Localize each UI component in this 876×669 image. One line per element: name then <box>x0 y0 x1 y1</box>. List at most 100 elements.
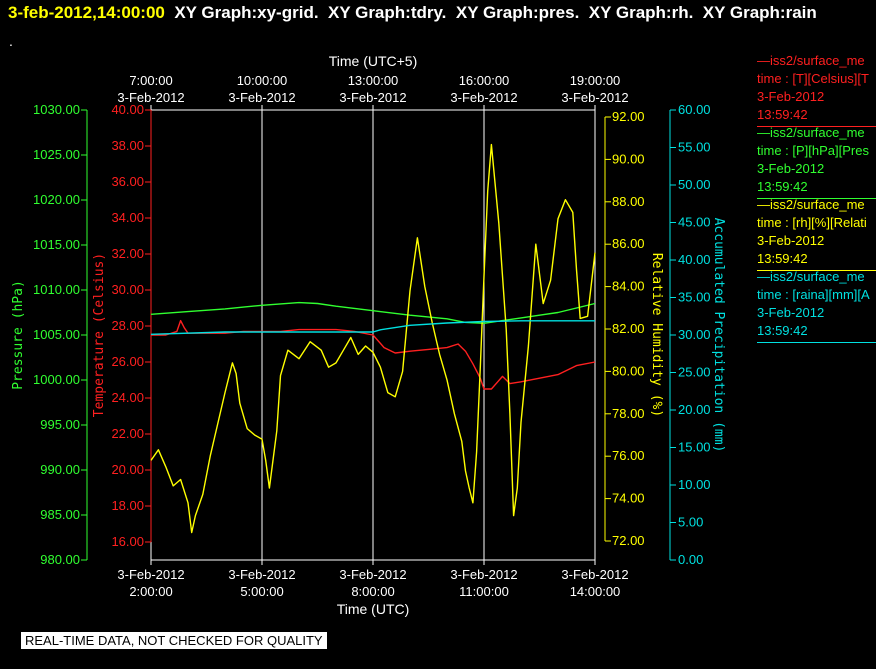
legend-line: 13:59:42 <box>757 179 808 194</box>
series-line-humidity <box>150 143 596 534</box>
temperature-tick-label: 26.00 <box>111 354 144 369</box>
temperature-tick-label: 40.00 <box>111 102 144 117</box>
x-top-tick-date: 3-Feb-2012 <box>561 90 628 105</box>
pressure-axis-title: Pressure (hPa) <box>11 280 26 390</box>
temperature-tick-label: 18.00 <box>111 498 144 513</box>
precipitation-tick-label: 35.00 <box>678 290 711 305</box>
precipitation-tick-label: 30.00 <box>678 327 711 342</box>
precipitation-tick-label: 10.00 <box>678 477 711 492</box>
pressure-tick-label: 980.00 <box>40 552 80 567</box>
title-graph-tdry[interactable]: XY Graph:tdry. <box>328 3 447 22</box>
humidity-tick-label: 78.00 <box>612 406 645 421</box>
humidity-tick-label: 80.00 <box>612 363 645 378</box>
precipitation-tick-label: 60.00 <box>678 102 711 117</box>
quality-notice: REAL-TIME DATA, NOT CHECKED FOR QUALITY <box>21 632 327 649</box>
temperature-axis-title: Temperature (Celsius) <box>92 253 107 417</box>
x-bottom-tick-date: 3-Feb-2012 <box>450 567 517 582</box>
x-top-axis-title: Time (UTC+5) <box>329 53 418 69</box>
precipitation-tick-label: 0.00 <box>678 552 703 567</box>
legend-separator <box>757 126 876 127</box>
legend-line: —iss2/surface_me <box>757 125 865 140</box>
humidity-tick-label: 88.00 <box>612 194 645 209</box>
legend-entry: —iss2/surface_me time : [rh][%][Relati 3-F… <box>757 196 876 272</box>
x-top-tick-date: 3-Feb-2012 <box>117 90 184 105</box>
precipitation-axis-title: Accumulated Precipitation (mm) <box>711 218 726 453</box>
pressure-tick-label: 1025.00 <box>33 147 80 162</box>
precipitation-tick-label: 25.00 <box>678 365 711 380</box>
pressure-tick-label: 1010.00 <box>33 282 80 297</box>
precipitation-tick-label: 5.00 <box>678 515 703 530</box>
precipitation-tick-label: 15.00 <box>678 440 711 455</box>
temperature-tick-label: 20.00 <box>111 462 144 477</box>
legend-line: time : [T][Celsius][T <box>757 71 869 86</box>
temperature-tick-label: 22.00 <box>111 426 144 441</box>
legend-line: —iss2/surface_me <box>757 197 865 212</box>
humidity-tick-label: 90.00 <box>612 151 645 166</box>
humidity-tick-label: 86.00 <box>612 236 645 251</box>
x-top-tick-date: 3-Feb-2012 <box>450 90 517 105</box>
legend-line: 13:59:42 <box>757 323 808 338</box>
title-graph-rh[interactable]: XY Graph:rh. <box>588 3 694 22</box>
legend-separator <box>757 342 876 343</box>
x-bottom-tick-time: 8:00:00 <box>351 584 394 599</box>
pressure-tick-label: 990.00 <box>40 462 80 477</box>
humidity-tick-label: 76.00 <box>612 448 645 463</box>
pressure-tick-label: 1000.00 <box>33 372 80 387</box>
x-bottom-tick-time: 2:00:00 <box>129 584 172 599</box>
title-graph-xy-grid[interactable]: XY Graph:xy-grid. <box>174 3 319 22</box>
x-top-tick-date: 3-Feb-2012 <box>228 90 295 105</box>
legend-line: 3-Feb-2012 <box>757 89 825 104</box>
precipitation-tick-label: 50.00 <box>678 177 711 192</box>
x-top-tick-date: 3-Feb-2012 <box>339 90 406 105</box>
temperature-tick-label: 16.00 <box>111 534 144 549</box>
title-continuation-dot: . <box>9 33 13 49</box>
temperature-tick-label: 34.00 <box>111 210 144 225</box>
x-top-tick-time: 16:00:00 <box>459 73 510 88</box>
pressure-tick-label: 985.00 <box>40 507 80 522</box>
legend-separator <box>757 270 876 271</box>
humidity-tick-label: 84.00 <box>612 279 645 294</box>
x-bottom-tick-time: 5:00:00 <box>240 584 283 599</box>
title-timestamp: 3-feb-2012,14:00:00 <box>8 3 165 22</box>
title-graph-pres[interactable]: XY Graph:pres. <box>455 3 580 22</box>
legend-line: —iss2/surface_me <box>757 269 865 284</box>
pressure-tick-label: 1030.00 <box>33 102 80 117</box>
title-graph-rain[interactable]: XY Graph:rain <box>702 3 817 22</box>
x-bottom-tick-date: 3-Feb-2012 <box>339 567 406 582</box>
pressure-tick-label: 1015.00 <box>33 237 80 252</box>
legend-line: 13:59:42 <box>757 107 808 122</box>
pressure-tick-label: 995.00 <box>40 417 80 432</box>
legend-line: 3-Feb-2012 <box>757 305 825 320</box>
pressure-tick-label: 1020.00 <box>33 192 80 207</box>
humidity-tick-label: 72.00 <box>612 533 645 548</box>
humidity-tick-label: 92.00 <box>612 109 645 124</box>
series-line-precipitation <box>150 320 595 335</box>
x-top-tick-time: 10:00:00 <box>237 73 288 88</box>
legend-line: time : [raina][mm][A <box>757 287 870 302</box>
pressure-tick-label: 1005.00 <box>33 327 80 342</box>
temperature-tick-label: 36.00 <box>111 174 144 189</box>
legend-line: —iss2/surface_me <box>757 53 865 68</box>
x-bottom-tick-time: 14:00:00 <box>570 584 621 599</box>
x-bottom-tick-date: 3-Feb-2012 <box>117 567 184 582</box>
x-top-tick-time: 19:00:00 <box>570 73 621 88</box>
legend-entry: —iss2/surface_me time : [P][hPa][Pres 3-Fe… <box>757 124 876 200</box>
temperature-tick-label: 28.00 <box>111 318 144 333</box>
humidity-tick-label: 74.00 <box>612 491 645 506</box>
legend-line: 3-Feb-2012 <box>757 233 825 248</box>
temperature-tick-label: 38.00 <box>111 138 144 153</box>
humidity-tick-label: 82.00 <box>612 321 645 336</box>
x-bottom-axis-title: Time (UTC) <box>337 601 410 617</box>
precipitation-tick-label: 45.00 <box>678 215 711 230</box>
x-top-tick-time: 13:00:00 <box>348 73 399 88</box>
series-line-pressure <box>150 301 596 324</box>
precipitation-tick-label: 40.00 <box>678 252 711 267</box>
legend-separator <box>757 198 876 199</box>
x-top-tick-time: 7:00:00 <box>129 73 172 88</box>
window-title: 3-feb-2012,14:00:00 XY Graph:xy-grid. XY… <box>8 3 817 23</box>
x-bottom-tick-date: 3-Feb-2012 <box>561 567 628 582</box>
legend-line: time : [P][hPa][Pres <box>757 143 869 158</box>
precipitation-tick-label: 55.00 <box>678 140 711 155</box>
